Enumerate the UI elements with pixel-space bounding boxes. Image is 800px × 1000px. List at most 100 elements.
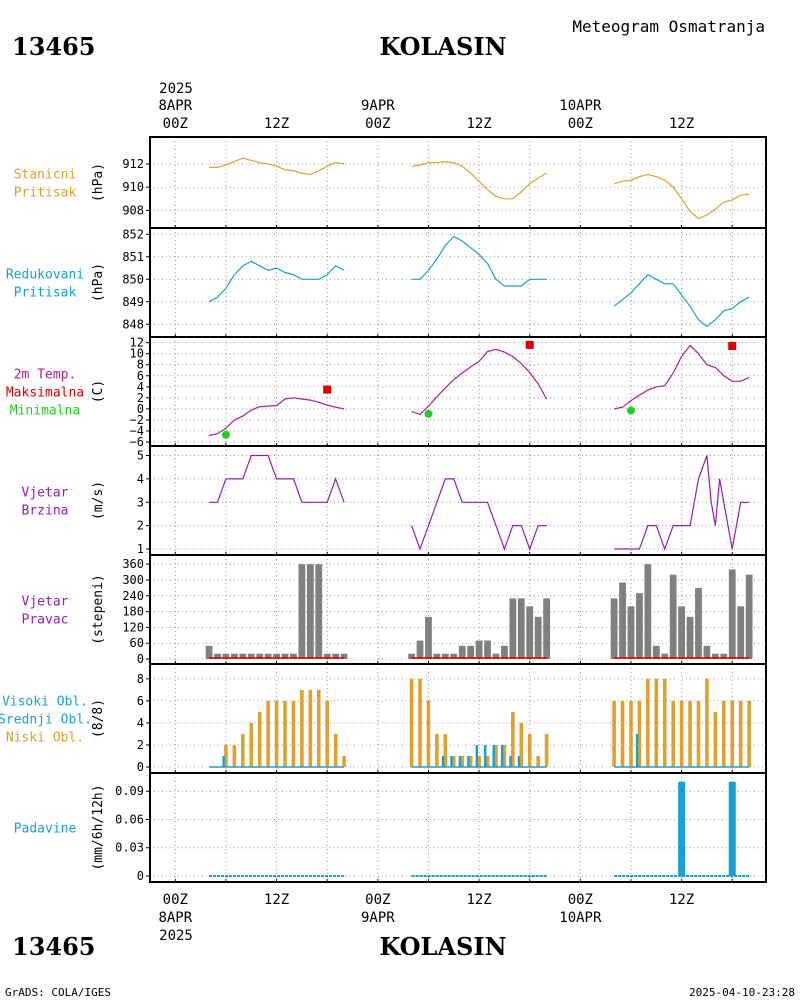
grid xyxy=(150,228,766,337)
panel-frame xyxy=(149,136,767,229)
station-name-bottom: KOLASIN xyxy=(379,932,506,961)
high-cloud-bar xyxy=(475,744,478,767)
wind-direction-bar xyxy=(627,606,635,659)
y-tick-label: 6 xyxy=(137,694,144,708)
low-cloud-bar xyxy=(477,755,481,767)
y-tick-label: 851 xyxy=(122,250,144,264)
bottom-date-labels: 8APR 9APR 10APR xyxy=(158,910,602,926)
wind-direction-bar xyxy=(458,645,466,659)
panel-label: Pritisak xyxy=(14,286,77,301)
wind-direction-bar xyxy=(273,653,280,659)
top-tick-label: 00Z xyxy=(365,116,390,132)
panel-frame xyxy=(149,445,767,556)
wind-direction-bar xyxy=(501,645,508,659)
bottom-tick-label: 00Z xyxy=(568,892,593,908)
grid xyxy=(150,337,766,446)
high-cloud-bar xyxy=(222,755,225,767)
wind-direction-bar xyxy=(669,574,677,659)
wind-direction-bar xyxy=(644,564,652,659)
panel-label: Niski Obl. xyxy=(6,731,84,746)
high-cloud-bar xyxy=(467,755,470,767)
low-cloud-bar xyxy=(696,700,701,767)
wind-direction-bar xyxy=(306,564,314,659)
low-cloud-bar xyxy=(468,755,473,767)
low-cloud-bar xyxy=(274,700,279,767)
y-tick-label: 908 xyxy=(122,203,144,217)
low-cloud-bar xyxy=(747,700,751,767)
high-cloud-bar xyxy=(635,733,639,767)
y-tick-label: 4 xyxy=(137,472,144,486)
wind-direction-bar xyxy=(281,653,289,659)
temperature-line xyxy=(411,348,548,416)
low-cloud-bar xyxy=(308,689,313,767)
y-tick-label: 0 xyxy=(137,652,144,666)
low-cloud-bar xyxy=(544,733,549,767)
y-tick-label: 0.06 xyxy=(115,812,144,826)
bottom-year-label: 2025 xyxy=(159,928,193,944)
wind-direction-bar xyxy=(526,606,534,659)
wind-direction-bar xyxy=(290,653,297,659)
y-tick-label: 912 xyxy=(122,157,144,171)
wind-direction-bar xyxy=(408,653,415,659)
high-cloud-bar xyxy=(500,744,504,767)
panel-label: Vjetar xyxy=(22,595,69,610)
low-cloud-bar xyxy=(730,700,735,767)
high-cloud-bar xyxy=(484,744,487,767)
wind-direction-bar xyxy=(686,616,694,659)
y-tick-label: 0.09 xyxy=(115,784,144,798)
low-cloud-bar xyxy=(249,722,254,767)
wind-direction-bar xyxy=(264,653,272,659)
top-year-label: 2025 xyxy=(159,81,193,97)
low-cloud-bar xyxy=(266,700,270,767)
wind-direction-bar xyxy=(509,598,517,659)
low-cloud-bar xyxy=(620,700,625,767)
low-cloud-bar xyxy=(679,700,684,767)
low-cloud-bar xyxy=(409,678,414,767)
low-cloud-bar xyxy=(511,711,515,767)
grid xyxy=(150,773,766,882)
wind-direction-bar xyxy=(467,645,475,659)
low-cloud-bar xyxy=(502,744,507,767)
tmax-marker xyxy=(323,385,332,394)
y-tick-label: 6 xyxy=(137,369,144,383)
wind-speed-line xyxy=(411,478,547,551)
y-tick-label: 4 xyxy=(137,380,144,394)
top-tick-label: 00Z xyxy=(568,116,593,132)
y-tick-label: 360 xyxy=(122,557,144,571)
low-cloud-bar xyxy=(662,678,667,767)
panel-label: Pritisak xyxy=(14,186,77,201)
wind-direction-bar xyxy=(534,616,542,659)
bottom-tick-label: 12Z xyxy=(466,892,491,908)
wind-direction-bar xyxy=(323,653,331,659)
y-tick-label: 240 xyxy=(122,589,144,603)
y-axis-label: (8/8) xyxy=(91,699,106,738)
low-cloud-bar xyxy=(485,755,490,767)
high-cloud-bar xyxy=(458,755,462,767)
low-cloud-bar xyxy=(300,689,304,767)
low-cloud-bar xyxy=(536,755,540,767)
bottom-date-label: 10APR xyxy=(559,910,602,926)
wind-direction-bar xyxy=(340,653,348,659)
y-tick-label: 5 xyxy=(137,449,144,463)
wind-direction-bar xyxy=(703,645,711,659)
panel-label: Redukovani xyxy=(6,268,84,283)
wind-direction-bar xyxy=(450,653,458,659)
wind-speed-line xyxy=(614,455,750,551)
bottom-date-label: 8APR xyxy=(158,910,192,926)
wind-direction-bar xyxy=(315,564,323,659)
panel-clouds: 0 2 4 6 8 (8/8)Visoki Obl. Srednji Obl. Niski O… xyxy=(0,663,767,774)
panel-station_pressure: 908 910 912 (hPa) Stanicni Pritisak xyxy=(14,136,767,229)
product-title: Meteogram Osmatranja xyxy=(572,17,765,36)
top-tick-label: 00Z xyxy=(163,116,188,132)
timestamp-label: 2025-04-10-23:28 xyxy=(689,986,795,999)
low-cloud-bar xyxy=(654,678,659,767)
top-date-labels: 8APR 9APR 10APR xyxy=(158,98,602,114)
panel-precipitation: 0 0.03 0.06 0.09 (mm/6h/12h) Padavine xyxy=(14,772,767,883)
tmax-marker xyxy=(728,341,737,350)
station-name-top: KOLASIN xyxy=(379,32,506,61)
station-pressure-line xyxy=(613,173,750,220)
wind-direction-bar xyxy=(543,598,551,659)
y-tick-label: 848 xyxy=(122,317,144,331)
